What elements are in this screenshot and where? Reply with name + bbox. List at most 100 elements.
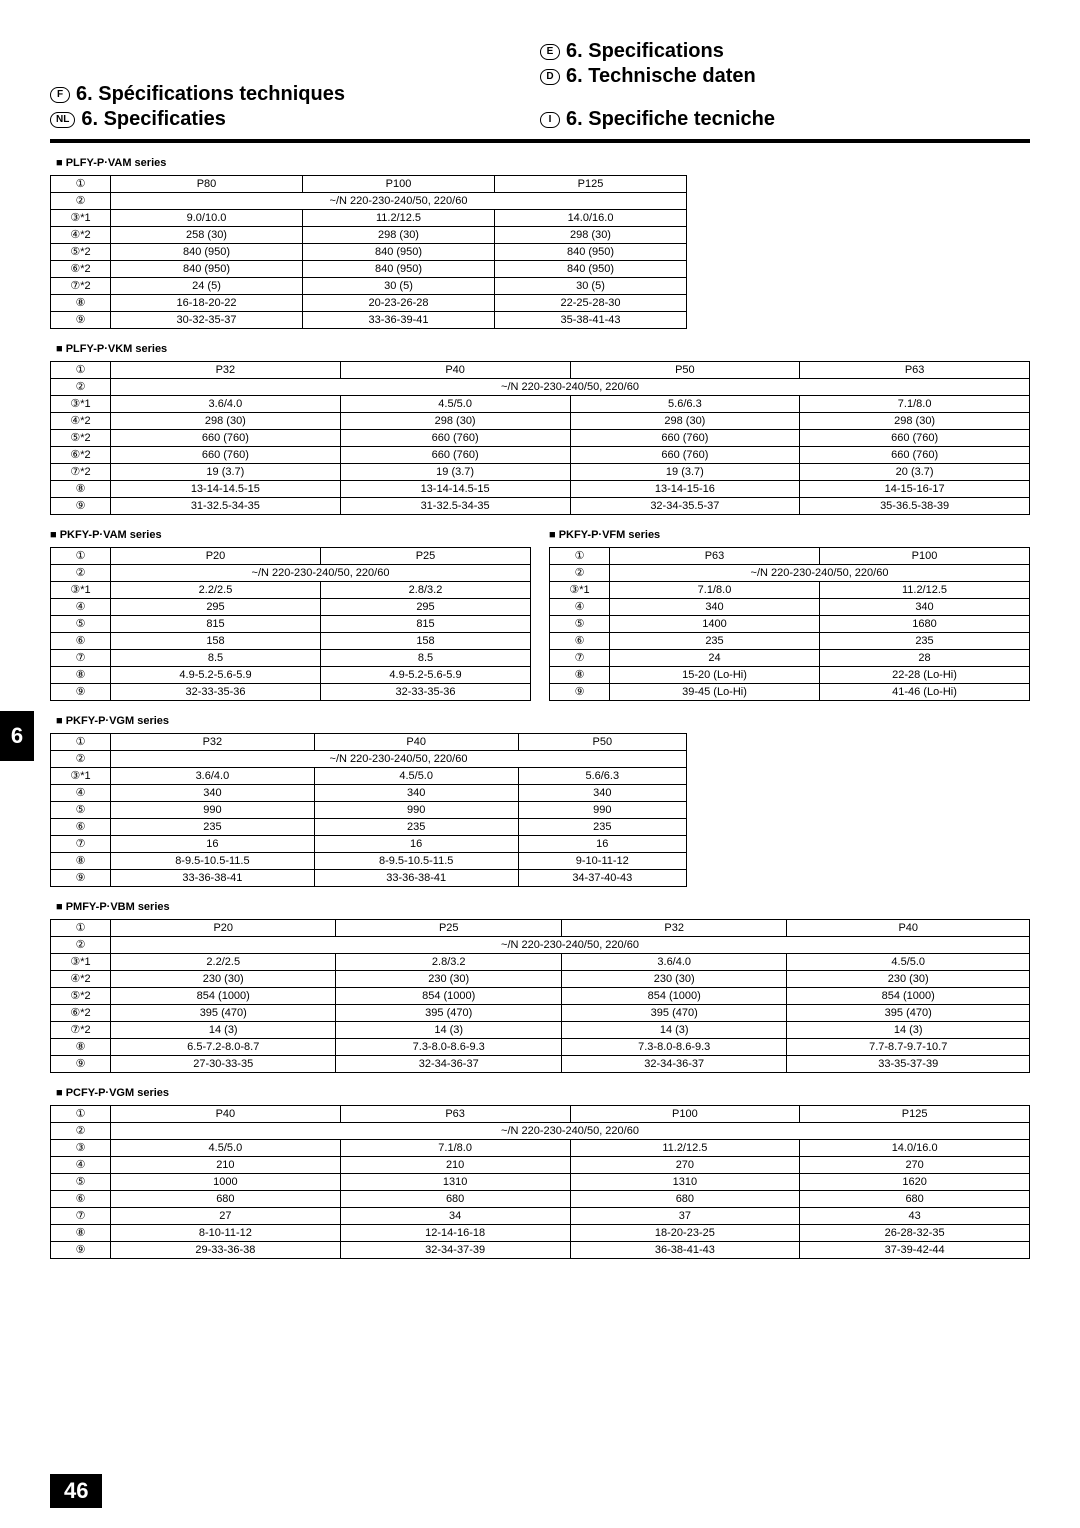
data-cell: 24	[610, 650, 820, 667]
row-label: ①	[550, 548, 610, 565]
row-label: ⑦	[51, 836, 111, 853]
data-cell: 34	[340, 1208, 570, 1225]
row-label: ⑨	[51, 1242, 111, 1259]
data-cell: 19 (3.7)	[111, 464, 341, 481]
data-cell: 1680	[820, 616, 1030, 633]
row-label: ⑨	[550, 684, 610, 701]
col-header: P50	[570, 362, 800, 379]
col-header: P100	[820, 548, 1030, 565]
title-text-d: 6. Technische daten	[566, 65, 756, 88]
data-cell: 24 (5)	[111, 278, 303, 295]
row-label: ②	[51, 937, 111, 954]
data-cell: 9.0/10.0	[111, 210, 303, 227]
data-cell: 22-28 (Lo-Hi)	[820, 667, 1030, 684]
row-label: ⑧	[51, 1225, 111, 1242]
data-cell: 13-14-15-16	[570, 481, 800, 498]
row-label: ⑧	[51, 667, 111, 684]
series-label-pkfy-vgm: PKFY-P·VGM series	[56, 715, 1030, 727]
data-cell: 35-36.5-38-39	[800, 498, 1030, 515]
col-header: P125	[495, 176, 687, 193]
col-header: P32	[111, 362, 341, 379]
row-label: ⑤*2	[51, 430, 111, 447]
data-cell: 13-14-14.5-15	[111, 481, 341, 498]
col-header: P125	[800, 1106, 1030, 1123]
row-label: ④*2	[51, 413, 111, 430]
data-cell: 395 (470)	[561, 1005, 786, 1022]
col-header: P25	[321, 548, 531, 565]
data-cell: 235	[610, 633, 820, 650]
row-label: ⑨	[51, 498, 111, 515]
data-cell: 19 (3.7)	[340, 464, 570, 481]
table-pkfy-vam: ①P20P25②~/N 220-230-240/50, 220/60③*12.2…	[50, 547, 531, 701]
data-cell: 30-32-35-37	[111, 312, 303, 329]
data-cell: 16	[314, 836, 518, 853]
row-label: ①	[51, 362, 111, 379]
data-cell: 840 (950)	[495, 244, 687, 261]
data-cell: 39-45 (Lo-Hi)	[610, 684, 820, 701]
data-cell: 27-30-33-35	[111, 1056, 336, 1073]
row-label: ⑧	[51, 853, 111, 870]
table-plfy-vam: ①P80P100P125②~/N 220-230-240/50, 220/60③…	[50, 175, 687, 329]
row-label: ③*1	[51, 954, 111, 971]
row-label: ⑧	[51, 1039, 111, 1056]
data-cell: 854 (1000)	[787, 988, 1030, 1005]
data-cell: 2.2/2.5	[111, 954, 336, 971]
data-cell: 210	[340, 1157, 570, 1174]
data-cell: 235	[518, 819, 686, 836]
data-cell: 1310	[340, 1174, 570, 1191]
data-cell: 230 (30)	[336, 971, 561, 988]
data-cell: 395 (470)	[787, 1005, 1030, 1022]
row-label: ⑦	[51, 650, 111, 667]
data-cell: 680	[111, 1191, 341, 1208]
data-cell: 840 (950)	[111, 244, 303, 261]
data-cell: 8.5	[321, 650, 531, 667]
row-label: ④	[51, 1157, 111, 1174]
data-cell: 210	[111, 1157, 341, 1174]
data-cell: 840 (950)	[111, 261, 303, 278]
lang-badge-e: E	[540, 44, 560, 60]
data-cell: 7.3-8.0-8.6-9.3	[336, 1039, 561, 1056]
data-cell: 1620	[800, 1174, 1030, 1191]
table-pcfy-vgm: ①P40P63P100P125②~/N 220-230-240/50, 220/…	[50, 1105, 1030, 1259]
data-cell: 990	[314, 802, 518, 819]
data-cell: 815	[321, 616, 531, 633]
data-cell: 15-20 (Lo-Hi)	[610, 667, 820, 684]
data-cell: 30 (5)	[303, 278, 495, 295]
data-cell: 8-10-11-12	[111, 1225, 341, 1242]
data-cell: 395 (470)	[111, 1005, 336, 1022]
data-cell: 1400	[610, 616, 820, 633]
row-label: ⑤	[51, 616, 111, 633]
data-cell: 14 (3)	[561, 1022, 786, 1039]
data-cell: 680	[800, 1191, 1030, 1208]
row-label: ②	[51, 565, 111, 582]
row-label: ②	[550, 565, 610, 582]
row-label: ⑦*2	[51, 1022, 111, 1039]
data-cell: 14 (3)	[336, 1022, 561, 1039]
data-cell: 2.2/2.5	[111, 582, 321, 599]
row-label: ④	[51, 785, 111, 802]
data-cell: 660 (760)	[800, 447, 1030, 464]
voltage-cell: ~/N 220-230-240/50, 220/60	[111, 1123, 1030, 1140]
table-pkfy-vfm: ①P63P100②~/N 220-230-240/50, 220/60③*17.…	[549, 547, 1030, 701]
data-cell: 27	[111, 1208, 341, 1225]
data-cell: 11.2/12.5	[303, 210, 495, 227]
col-header: P80	[111, 176, 303, 193]
title-i: I 6. Specifiche tecniche	[540, 108, 1030, 131]
table-pmfy-vbm: ①P20P25P32P40②~/N 220-230-240/50, 220/60…	[50, 919, 1030, 1073]
data-cell: 7.1/8.0	[800, 396, 1030, 413]
row-label: ⑤*2	[51, 244, 111, 261]
data-cell: 4.5/5.0	[314, 768, 518, 785]
row-label: ②	[51, 379, 111, 396]
data-cell: 854 (1000)	[336, 988, 561, 1005]
data-cell: 37-39-42-44	[800, 1242, 1030, 1259]
data-cell: 14 (3)	[111, 1022, 336, 1039]
data-cell: 32-34-36-37	[336, 1056, 561, 1073]
data-cell: 5.6/6.3	[570, 396, 800, 413]
data-cell: 16	[111, 836, 315, 853]
row-label: ⑧	[550, 667, 610, 684]
data-cell: 230 (30)	[561, 971, 786, 988]
data-cell: 3.6/4.0	[561, 954, 786, 971]
data-cell: 35-38-41-43	[495, 312, 687, 329]
data-cell: 298 (30)	[303, 227, 495, 244]
col-header: P50	[518, 734, 686, 751]
